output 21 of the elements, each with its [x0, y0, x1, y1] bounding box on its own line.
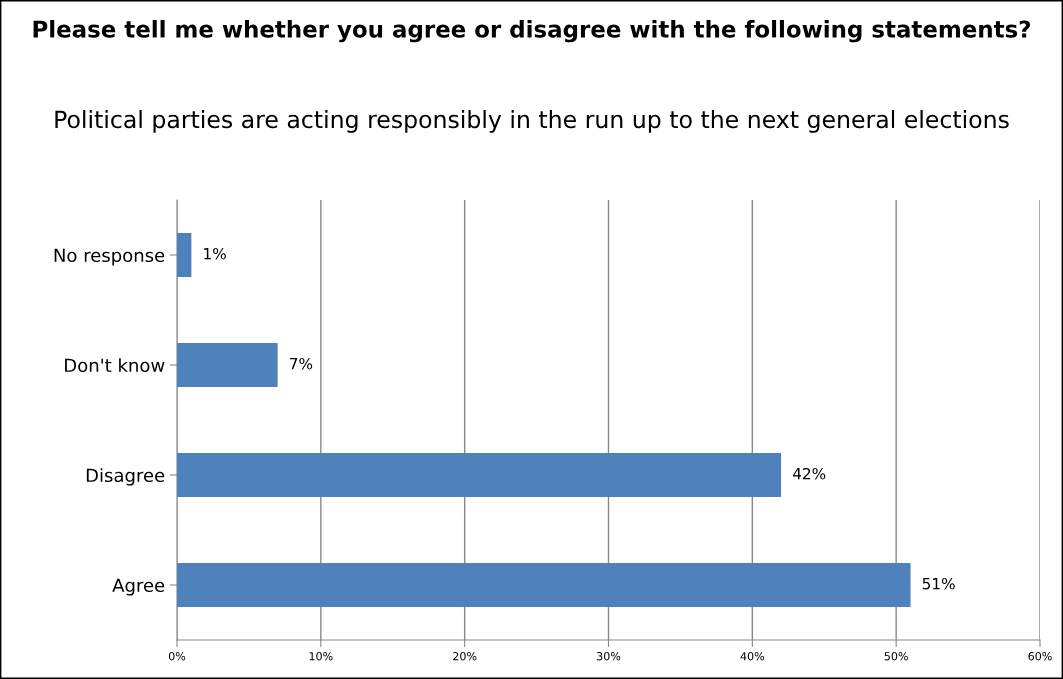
chart-title: Please tell me whether you agree or disagree with the following statements?	[33, 20, 1031, 43]
data-label: 1%	[204, 247, 226, 260]
x-tick-label: 10%	[309, 652, 333, 661]
bar	[177, 453, 782, 497]
y-tick-label: Disagree	[86, 468, 165, 486]
data-label: 42%	[792, 467, 826, 480]
y-tick-label: Agree	[112, 578, 165, 596]
bar	[177, 343, 278, 387]
x-tick-label: 30%	[597, 652, 621, 661]
bar	[177, 563, 911, 607]
x-tick-label: 60%	[1028, 652, 1052, 661]
chart-subtitle: Political parties are acting responsibly in the run up to the next general elections	[55, 110, 1009, 133]
bar	[177, 233, 192, 277]
x-tick-label: 20%	[453, 652, 477, 661]
x-tick-label: 40%	[740, 652, 765, 661]
x-tick-label: 50%	[884, 652, 908, 661]
x-tick-label: 0%	[168, 652, 186, 661]
y-tick-label: No response	[54, 248, 165, 266]
data-label: 51%	[922, 577, 955, 590]
y-tick-label: Don't know	[65, 358, 165, 373]
data-label: 7%	[290, 357, 313, 370]
